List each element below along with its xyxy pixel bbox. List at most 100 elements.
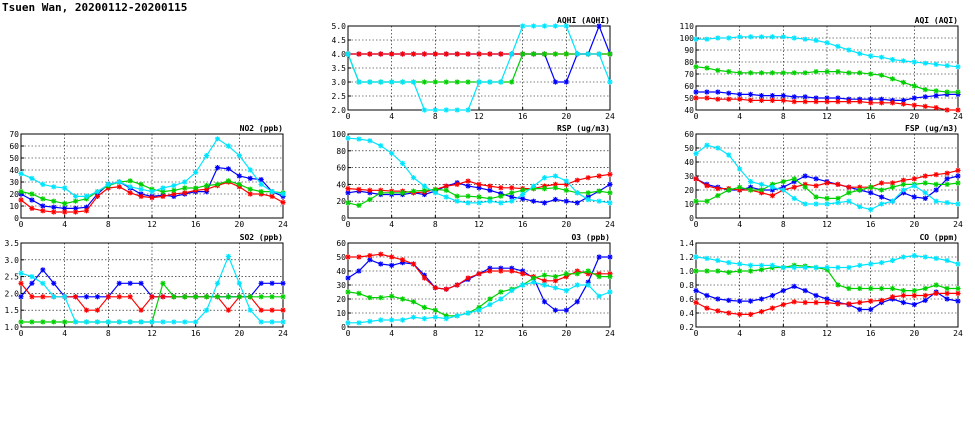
data-point-cyan bbox=[454, 107, 460, 113]
data-point-red bbox=[715, 96, 721, 102]
data-point-blue bbox=[530, 198, 537, 204]
y-tick-label: 50 bbox=[684, 94, 694, 103]
x-tick-label: 0 bbox=[694, 220, 699, 229]
data-point-blue bbox=[944, 296, 950, 302]
data-point-cyan bbox=[356, 320, 362, 326]
x-tick-label: 20 bbox=[235, 329, 245, 338]
data-point-blue bbox=[476, 185, 482, 191]
data-point-red bbox=[846, 301, 852, 307]
data-point-red bbox=[944, 170, 950, 176]
data-point-blue bbox=[780, 184, 786, 190]
data-point-cyan bbox=[933, 198, 939, 204]
data-point-green bbox=[258, 294, 264, 300]
data-point-green bbox=[356, 290, 362, 296]
data-point-green bbox=[878, 187, 885, 193]
y-tick-label: 60 bbox=[684, 130, 694, 139]
data-point-green bbox=[737, 184, 743, 190]
data-point-red bbox=[846, 99, 852, 105]
data-point-red bbox=[378, 251, 384, 257]
data-point-red bbox=[911, 292, 917, 299]
x-tick-label: 8 bbox=[433, 220, 438, 229]
data-point-red bbox=[487, 51, 493, 57]
data-point-blue bbox=[29, 197, 35, 203]
data-point-green bbox=[955, 285, 961, 292]
data-point-red bbox=[367, 253, 373, 259]
data-point-green bbox=[693, 198, 699, 204]
data-point-cyan bbox=[182, 179, 188, 185]
data-point-cyan bbox=[421, 107, 428, 113]
data-point-green bbox=[389, 190, 395, 196]
data-point-red bbox=[824, 299, 830, 306]
data-point-cyan bbox=[715, 257, 721, 264]
data-point-cyan bbox=[857, 262, 863, 268]
data-point-green bbox=[421, 187, 428, 193]
data-point-red bbox=[367, 51, 373, 57]
data-point-blue bbox=[138, 280, 144, 286]
data-point-cyan bbox=[258, 319, 264, 325]
data-point-blue bbox=[769, 187, 776, 193]
data-point-green bbox=[715, 67, 721, 73]
data-point-blue bbox=[900, 299, 907, 306]
data-point-cyan bbox=[116, 179, 122, 185]
data-point-green bbox=[737, 268, 743, 274]
data-point-cyan bbox=[498, 296, 504, 302]
data-point-cyan bbox=[552, 173, 559, 179]
data-point-cyan bbox=[280, 319, 286, 325]
data-point-cyan bbox=[955, 261, 961, 267]
y-tick-label: 30 bbox=[336, 281, 346, 290]
data-point-blue bbox=[704, 89, 710, 95]
data-point-red bbox=[29, 205, 35, 211]
data-point-green bbox=[900, 79, 907, 85]
data-point-cyan bbox=[944, 200, 950, 206]
data-point-red bbox=[693, 299, 699, 306]
data-point-red bbox=[737, 187, 743, 193]
data-point-red bbox=[443, 286, 449, 292]
data-point-green bbox=[62, 201, 68, 207]
data-point-red bbox=[791, 299, 797, 305]
data-point-red bbox=[868, 298, 874, 304]
data-point-blue bbox=[509, 265, 515, 271]
data-point-green bbox=[552, 274, 559, 280]
data-point-cyan bbox=[83, 319, 90, 325]
x-tick-label: 4 bbox=[737, 329, 742, 338]
data-point-red bbox=[149, 294, 155, 300]
data-point-green bbox=[878, 285, 885, 292]
data-point-cyan bbox=[498, 79, 504, 85]
data-point-red bbox=[857, 299, 863, 306]
data-point-blue bbox=[127, 280, 133, 286]
data-point-green bbox=[911, 288, 917, 294]
data-point-cyan bbox=[944, 257, 950, 264]
data-point-blue bbox=[258, 177, 264, 183]
data-point-green bbox=[563, 187, 569, 193]
data-point-red bbox=[726, 96, 732, 102]
y-tick-label: 20 bbox=[684, 186, 694, 195]
data-point-red bbox=[182, 190, 188, 196]
data-point-cyan bbox=[802, 36, 808, 42]
data-point-green bbox=[726, 69, 732, 75]
y-tick-label: 40 bbox=[336, 267, 346, 276]
data-point-green bbox=[171, 294, 177, 300]
data-point-red bbox=[149, 195, 155, 201]
data-point-blue bbox=[51, 280, 57, 286]
y-tick-label: 70 bbox=[9, 130, 19, 139]
data-point-green bbox=[530, 275, 537, 281]
data-point-red bbox=[769, 193, 776, 199]
data-point-blue bbox=[72, 205, 79, 211]
data-point-blue bbox=[585, 279, 591, 285]
x-tick-label: 16 bbox=[866, 329, 876, 338]
data-point-blue bbox=[563, 79, 569, 85]
data-point-cyan bbox=[802, 264, 808, 271]
data-point-cyan bbox=[203, 307, 210, 313]
data-point-blue bbox=[345, 275, 351, 281]
data-point-red bbox=[280, 307, 286, 313]
data-point-cyan bbox=[693, 151, 699, 157]
data-point-red bbox=[443, 183, 449, 189]
y-tick-label: 0 bbox=[689, 214, 694, 223]
data-point-blue bbox=[813, 95, 819, 101]
data-point-cyan bbox=[758, 181, 765, 187]
data-point-cyan bbox=[378, 143, 384, 149]
data-point-cyan bbox=[62, 185, 68, 191]
data-point-cyan bbox=[541, 23, 548, 29]
data-point-cyan bbox=[18, 270, 24, 276]
